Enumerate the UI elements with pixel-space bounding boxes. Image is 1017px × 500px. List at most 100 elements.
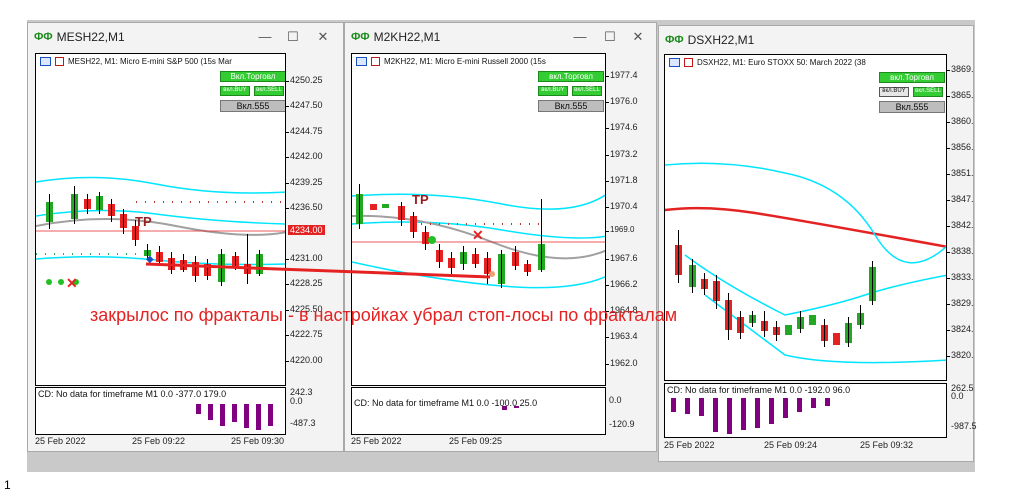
tp-marker: TP [135, 214, 152, 229]
maximize-icon[interactable]: ☐ [287, 29, 299, 44]
price-tick: 1966.2 [606, 279, 638, 289]
price-tick: 3833. [947, 272, 974, 282]
buy-toggle-button[interactable]: вкл.BUY [220, 86, 250, 96]
indicator-subwindow[interactable]: CD: No data for timeframe M1 0.0 -100.0 … [351, 387, 606, 435]
price-tick: 4231.00 [286, 253, 323, 263]
window-titlebar[interactable]: ФФ MESH22,M1 — ☐ ✕ [28, 23, 343, 51]
chart-props-icon[interactable] [684, 58, 693, 67]
indicator-subwindow[interactable]: CD: No data for timeframe M1 0.0 -377.0 … [35, 387, 286, 435]
price-tick: 3847. [947, 194, 974, 204]
price-axis: 1977.4 1976.0 1974.6 1973.2 1971.8 1970.… [605, 53, 656, 386]
price-tick: 1973.2 [606, 149, 638, 159]
price-tick: 3860. [947, 116, 974, 126]
chart-info: DSXH22, M1: Euro STOXX 50: March 2022 (3… [669, 58, 866, 67]
price-chart[interactable]: M2KH22, M1: Micro E-mini Russell 2000 (1… [351, 53, 606, 386]
vkl-555-button[interactable]: Вкл.555 [879, 101, 945, 113]
chart-window-icon: ФФ [665, 34, 684, 46]
price-tick: 1971.8 [606, 175, 638, 185]
chart-window-mesh22[interactable]: ФФ MESH22,M1 — ☐ ✕ MESH22, M1: Micro E-m… [27, 22, 344, 452]
time-axis: 25 Feb 2022 25 Feb 09:25 [351, 436, 503, 446]
maximize-icon[interactable]: ☐ [604, 29, 616, 44]
price-tick: 3851. [947, 168, 974, 178]
current-price-tag: 4234.00 [288, 225, 325, 235]
price-tick: 3856. [947, 142, 974, 152]
buy-toggle-button[interactable]: вкл.BUY [879, 87, 909, 97]
indicator-caption: CD: No data for timeframe M1 0.0 -100.0 … [354, 398, 538, 408]
buy-toggle-button[interactable]: вкл.BUY [538, 86, 568, 96]
sell-toggle-button[interactable]: вкл.SELL [254, 86, 284, 96]
close-icon[interactable]: ✕ [317, 29, 329, 44]
price-tick: 4250.25 [286, 75, 323, 85]
time-axis: 25 Feb 2022 25 Feb 09:22 25 Feb 09:30 [35, 436, 285, 446]
minimize-icon[interactable]: — [573, 29, 587, 44]
window-titlebar[interactable]: ФФ DSXH22,M1 [659, 26, 973, 54]
trade-toggle-button[interactable]: вкл.Торговл [879, 72, 945, 83]
indicator-caption: CD: No data for timeframe M1 0.0 -377.0 … [38, 389, 227, 399]
chart-props-icon[interactable] [371, 57, 380, 66]
price-tick: 4228.25 [286, 278, 323, 288]
indicator-axis: 242.3 0.0 -487.3 [290, 387, 316, 428]
price-tick: 1969.0 [605, 225, 635, 234]
vkl-555-button[interactable]: Вкл.555 [220, 100, 285, 112]
window-title: M2KH22,M1 [373, 30, 441, 44]
price-chart[interactable]: DSXH22, M1: Euro STOXX 50: March 2022 (3… [664, 54, 947, 381]
chart-window-dsxh22[interactable]: ФФ DSXH22,M1 DSXH22, M1: Euro STOXX 50: … [658, 25, 977, 462]
trade-toggle-button[interactable]: Вкл.Торговл [220, 71, 285, 82]
price-tick: 1964.8 [606, 305, 638, 315]
vkl-555-button[interactable]: Вкл.555 [538, 100, 604, 112]
chart-window-icon: ФФ [34, 31, 53, 43]
price-tick: 3842. [947, 220, 974, 230]
indicator-subwindow[interactable]: CD: No data for timeframe M1 0.0 -192.0 … [664, 383, 947, 438]
chart-list-icon[interactable] [356, 57, 367, 66]
sell-toggle-button[interactable]: вкл.SELL [572, 86, 602, 96]
candles-layer: ✕ TP ◆ [36, 176, 285, 291]
time-axis: 25 Feb 2022 25 Feb 09:24 25 Feb 09:32 [664, 440, 914, 450]
price-tick: 4247.50 [286, 100, 323, 110]
minimize-icon[interactable]: — [258, 29, 272, 44]
svg-text:✕: ✕ [66, 275, 78, 291]
price-chart[interactable]: MESH22, M1: Micro E-mini S&P 500 (15s Ma… [35, 53, 286, 386]
candles-layer: TP ✕ [352, 184, 605, 289]
price-tick: 4242.00 [286, 151, 323, 161]
indicator-axis: 0.0 -120.9 [609, 395, 635, 429]
annotation-text: закрылос по фракталы - в настройках убра… [90, 305, 678, 325]
price-tick: 1974.6 [606, 122, 638, 132]
chart-list-icon[interactable] [669, 58, 680, 67]
svg-text:◆: ◆ [146, 254, 154, 265]
indicator-histogram [671, 398, 830, 434]
price-tick: 4222.75 [286, 329, 323, 339]
chart-window-icon: ФФ [351, 31, 370, 43]
sell-toggle-button[interactable]: вкл.SELL [913, 87, 943, 97]
chart-props-icon[interactable] [55, 57, 64, 66]
indicator-caption: CD: No data for timeframe M1 0.0 -192.0 … [667, 385, 851, 395]
chart-list-icon[interactable] [40, 57, 51, 66]
price-tick: 3829. [947, 298, 974, 308]
tp-marker: TP [412, 192, 429, 207]
chart-window-m2kh22[interactable]: ФФ M2KH22,M1 — ☐ ✕ M2KH22, M1: Micro E-m… [344, 22, 657, 452]
price-axis: 4250.25 4247.50 4244.75 4242.00 4239.25 … [286, 53, 341, 386]
footer-number: 1 [4, 478, 11, 492]
trade-toggle-button[interactable]: вкл.Торговл [538, 71, 604, 82]
candles-layer [665, 162, 946, 364]
price-tick: 3838. [947, 246, 974, 256]
price-tick: 1967.6 [606, 253, 638, 263]
chart-info: MESH22, M1: Micro E-mini S&P 500 (15s Ma… [40, 57, 232, 66]
price-tick: 4239.25 [286, 177, 323, 187]
price-tick: 4244.75 [286, 126, 323, 136]
price-tick: 3820. [947, 350, 974, 360]
price-tick: 1963.4 [606, 331, 638, 341]
price-axis: 3869. 3865. 3860. 3856. 3851. 3847. 3842… [947, 54, 977, 381]
svg-text:✕: ✕ [472, 227, 484, 243]
price-tick: 1976.0 [606, 96, 638, 106]
indicator-axis: 262.5 0.0 -987.5 [951, 383, 977, 431]
window-titlebar[interactable]: ФФ M2KH22,M1 — ☐ ✕ [345, 23, 656, 51]
price-tick: 1962.0 [606, 358, 638, 368]
price-tick: 4225.50 [286, 304, 323, 314]
price-tick: 3824. [947, 324, 974, 334]
indicator-histogram [196, 404, 273, 430]
price-tick: 1970.4 [606, 201, 638, 211]
price-tick: 4236.50 [286, 202, 323, 212]
close-icon[interactable]: ✕ [632, 29, 644, 44]
price-tick: 1977.4 [606, 70, 638, 80]
indicator-histogram [502, 406, 519, 410]
